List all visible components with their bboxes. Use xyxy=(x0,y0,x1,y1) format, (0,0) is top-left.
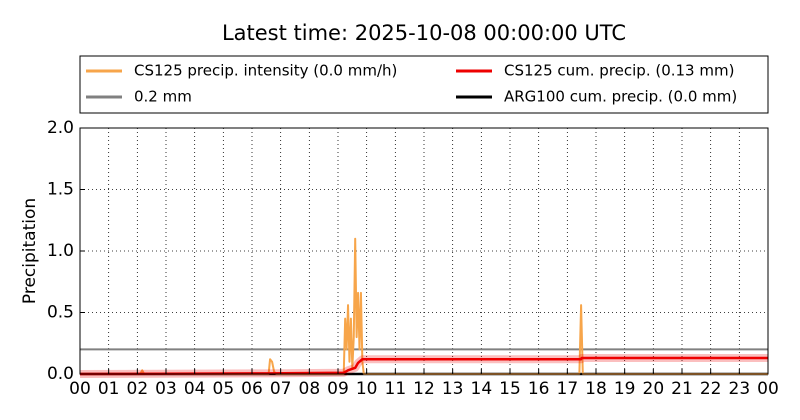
grid xyxy=(79,127,769,375)
x-tick-label: 10 xyxy=(356,379,378,399)
legend-box xyxy=(79,55,769,114)
legend-label: CS125 cum. precip. (0.13 mm) xyxy=(504,62,734,80)
x-tick-label: 12 xyxy=(413,379,435,399)
x-tick-label: 07 xyxy=(270,379,292,399)
x-tick-label: 18 xyxy=(585,379,607,399)
x-tick-label: 03 xyxy=(155,379,177,399)
series-line xyxy=(79,356,768,376)
x-tick-label: 17 xyxy=(557,379,579,399)
x-tick-label: 13 xyxy=(442,379,464,399)
x-tick-label: 00 xyxy=(69,379,91,399)
ticks: 00 01 02 03 04 05 06 07 08 09 10 11 12 13 14 15 16 17 18 19… xyxy=(47,118,779,399)
x-tick-label: 06 xyxy=(241,379,263,399)
x-tick-label: 16 xyxy=(528,379,550,399)
x-tick-label: 08 xyxy=(299,379,321,399)
chart-title: Latest time: 2025-10-08 00:00:00 UTC xyxy=(222,21,626,45)
x-tick-label: 00 xyxy=(757,379,779,399)
y-axis-label: Precipitation xyxy=(20,198,40,304)
y-tick-label: 0.0 xyxy=(47,364,74,384)
x-tick-label: 04 xyxy=(184,379,206,399)
x-tick-label: 22 xyxy=(700,379,722,399)
x-tick-label: 11 xyxy=(385,379,407,399)
x-tick-label: 23 xyxy=(729,379,751,399)
y-tick-label: 1.5 xyxy=(47,180,74,200)
y-tick-label: 2.0 xyxy=(47,118,74,138)
x-tick-label: 09 xyxy=(327,379,349,399)
x-tick-label: 19 xyxy=(614,379,636,399)
y-tick-label: 1.0 xyxy=(47,241,74,261)
series-line xyxy=(80,237,768,375)
legend-label: CS125 precip. intensity (0.0 mm/h) xyxy=(134,62,397,80)
legend: CS125 precip. intensity (0.0 mm/h) 0.2 mm… xyxy=(86,62,737,106)
x-tick-label: 15 xyxy=(499,379,521,399)
plot-area xyxy=(79,237,768,378)
x-tick-label: 21 xyxy=(671,379,693,399)
x-tick-label: 02 xyxy=(127,379,149,399)
x-tick-label: 05 xyxy=(213,379,235,399)
x-tick-label: 14 xyxy=(471,379,493,399)
legend-label: ARG100 cum. precip. (0.0 mm) xyxy=(504,88,737,106)
legend-label: 0.2 mm xyxy=(134,88,192,106)
y-tick-label: 0.5 xyxy=(47,303,74,323)
x-tick-label: 20 xyxy=(643,379,665,399)
x-tick-label: 01 xyxy=(98,379,120,399)
